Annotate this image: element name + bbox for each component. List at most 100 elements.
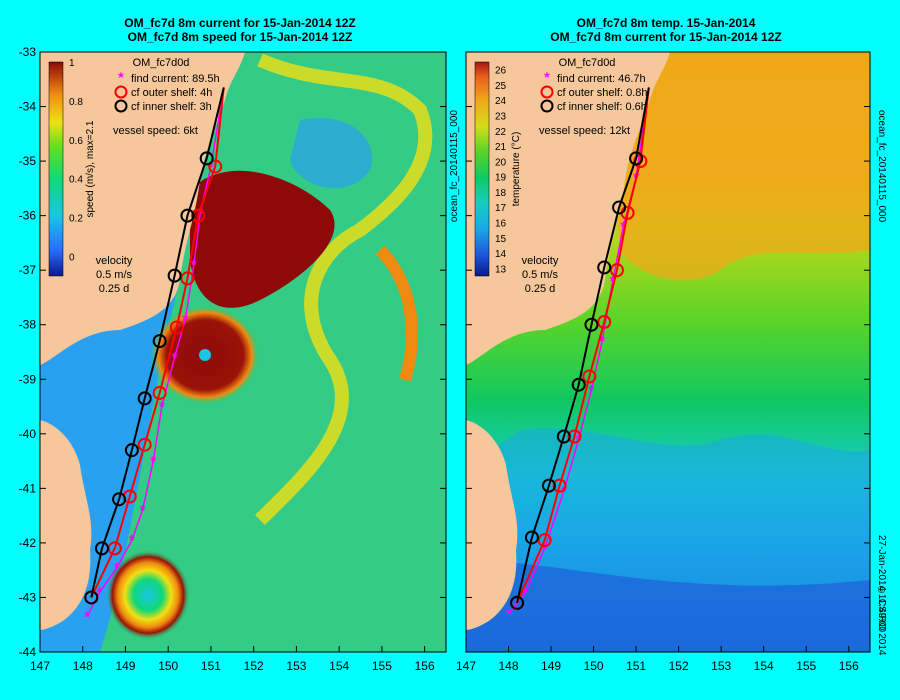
left-route-circle-point <box>94 541 109 556</box>
left-colorbar-tick-label: 0.2 <box>69 214 83 225</box>
right-route-circle-point <box>629 151 644 166</box>
left-velocity-key-text: 0.25 d <box>99 283 130 295</box>
right-velocity-key-text: 0.25 d <box>525 283 556 295</box>
right-colorbar-tick-label: 16 <box>495 219 507 230</box>
right-route-circle-point <box>552 478 567 493</box>
right-tasmania <box>466 420 518 630</box>
left-colorbar-tick-label: 0.6 <box>69 136 83 147</box>
left-panel <box>39 51 447 653</box>
left-route-circle-point <box>84 590 99 605</box>
right-route-star-point: * <box>599 333 605 350</box>
left-route-circle-point <box>208 159 223 174</box>
right-xtick-label: 148 <box>499 659 519 673</box>
left-velocity-key-text: velocity <box>96 255 133 267</box>
left-route-star-point: * <box>182 311 188 328</box>
left-route-circle-point <box>199 151 214 166</box>
right-title: OM_fc7d 8m temp. 15-Jan-2014 OM_fc7d 8m … <box>466 16 866 44</box>
right-route-star-point: * <box>523 584 529 601</box>
right-route-circle-point <box>567 429 582 444</box>
right-colorbar-tick-label: 14 <box>495 249 507 260</box>
left-eddy-core <box>290 118 372 189</box>
left-xtick-label: 152 <box>244 659 264 673</box>
right-colorbar-label: temperature (°C) <box>511 132 522 207</box>
right-legend-label: cf outer shelf: 0.8h <box>557 87 648 99</box>
right-route-star-point: * <box>610 273 616 290</box>
left-route-circle-point <box>169 320 184 335</box>
left-colorbar <box>48 61 64 277</box>
left-jet-streak <box>255 53 433 525</box>
right-route-circle-point <box>584 317 599 332</box>
right-route-line <box>516 87 650 604</box>
right-colorbar-tick-label: 17 <box>495 203 507 214</box>
right-legend-star-marker: * <box>544 69 550 85</box>
right-legend-circle-marker <box>540 85 554 99</box>
left-ytick-label: -36 <box>19 209 37 223</box>
left-colorbar-label: speed (m/s), max=2.1 <box>85 120 96 217</box>
left-route-circle-point <box>112 492 127 507</box>
left-ytick-label: -34 <box>19 100 37 114</box>
left-route-star-point: * <box>129 532 135 549</box>
right-route-star-point: * <box>506 606 512 623</box>
right-mainland <box>466 52 670 365</box>
left-route-circle-point <box>152 385 167 400</box>
right-xtick-label: 151 <box>626 659 646 673</box>
right-legend-label: cf inner shelf: 0.6h <box>557 101 647 113</box>
right-colorbar-tick-label: 24 <box>495 96 507 107</box>
right-colorbar-tick-label: 20 <box>495 157 507 168</box>
right-route-circle-point <box>597 315 612 329</box>
right-cold-water <box>466 560 870 652</box>
left-xtick-label: 149 <box>115 659 135 673</box>
left-route-star-point: * <box>140 502 146 519</box>
left-legend-circle-marker <box>114 99 128 113</box>
right-route-star-point: * <box>542 540 548 557</box>
left-legend-label: cf inner shelf: 3h <box>131 101 212 113</box>
right-colorbar-tick-label: 19 <box>495 173 507 184</box>
left-xtick-label: 151 <box>201 659 221 673</box>
right-colorbar-tick-label: 21 <box>495 142 507 153</box>
left-colorbar-tick-label: 0 <box>69 253 75 264</box>
left-ezc-core <box>190 170 335 308</box>
left-ytick-label: -40 <box>19 427 37 441</box>
left-legend-star-marker: * <box>118 69 124 85</box>
copyright-label: © CSIRO 2014 <box>876 585 887 656</box>
left-south-eddy <box>106 550 190 640</box>
left-ytick-label: -37 <box>19 263 37 277</box>
left-title-line1: OM_fc7d 8m current for 15-Jan-2014 12Z <box>124 16 356 30</box>
right-route-circle-point <box>597 260 612 275</box>
right-xtick-label: 156 <box>839 659 859 673</box>
right-file-label: ocean_fc_20140115_000 <box>876 110 887 223</box>
right-route-star-point: * <box>620 219 626 236</box>
right-route-circle-point <box>571 377 586 392</box>
left-model-label: OM_fc7d0d <box>133 57 190 69</box>
right-route-line <box>516 87 650 604</box>
left-mainland <box>40 52 245 365</box>
left-xtick-label: 156 <box>415 659 435 673</box>
right-route-star-point: * <box>589 382 595 399</box>
right-route-circle-point <box>510 595 525 610</box>
right-warm-water <box>466 52 870 281</box>
left-legend-circle-marker <box>114 85 128 99</box>
left-route-star-point: * <box>84 609 90 626</box>
right-route-circle-point <box>524 530 539 545</box>
left-warm-eddy-center <box>199 349 211 361</box>
left-ytick-label: -35 <box>19 154 37 168</box>
left-ytick-label: -33 <box>19 45 37 59</box>
right-route-circle-point <box>556 429 571 444</box>
right-date-label: 27-Jan-2014 11:49:00 <box>876 535 887 633</box>
left-ytick-label: -43 <box>19 590 37 604</box>
left-xtick-label: 153 <box>286 659 306 673</box>
left-route-line <box>86 87 225 617</box>
left-frame <box>39 51 447 653</box>
left-title-line2: OM_fc7d 8m speed for 15-Jan-2014 12Z <box>127 30 353 44</box>
left-title: OM_fc7d 8m current for 15-Jan-2014 12Z O… <box>40 16 440 44</box>
right-colorbar-tick-label: 13 <box>495 264 507 275</box>
left-ytick-label: -44 <box>19 645 37 659</box>
right-route-circle-point <box>582 369 597 384</box>
right-velocity-key-text: velocity <box>522 255 559 267</box>
right-route-circle-point <box>612 200 627 215</box>
left-route-star-point: * <box>191 257 197 274</box>
left-legend-label: cf outer shelf: 4h <box>131 87 212 99</box>
left-vessel-speed: vessel speed: 6kt <box>113 125 198 137</box>
left-route-star-point: * <box>159 399 165 416</box>
